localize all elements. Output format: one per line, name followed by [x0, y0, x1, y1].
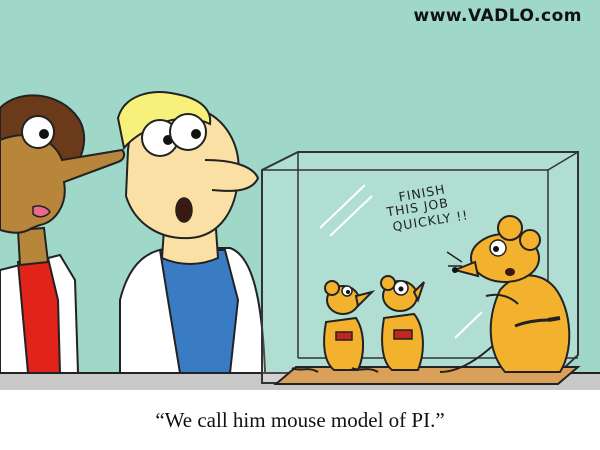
- speech-text: FINISH THIS JOB QUICKLY !!: [376, 181, 496, 234]
- tiny-book-left: [335, 331, 353, 341]
- small-mouse-left: [291, 280, 376, 373]
- man-scientist: [116, 91, 267, 374]
- small-mouse-right: [351, 275, 425, 373]
- wooden-base: [273, 366, 581, 385]
- tiny-book-right: [393, 329, 413, 340]
- vadlo-watermark: www.VADLO.com: [413, 6, 582, 26]
- comic-illustration: [0, 0, 600, 390]
- woman-scientist: [0, 94, 126, 374]
- pi-mouse: [439, 215, 571, 373]
- cartoon-caption: “We call him mouse model of PI.”: [155, 408, 445, 432]
